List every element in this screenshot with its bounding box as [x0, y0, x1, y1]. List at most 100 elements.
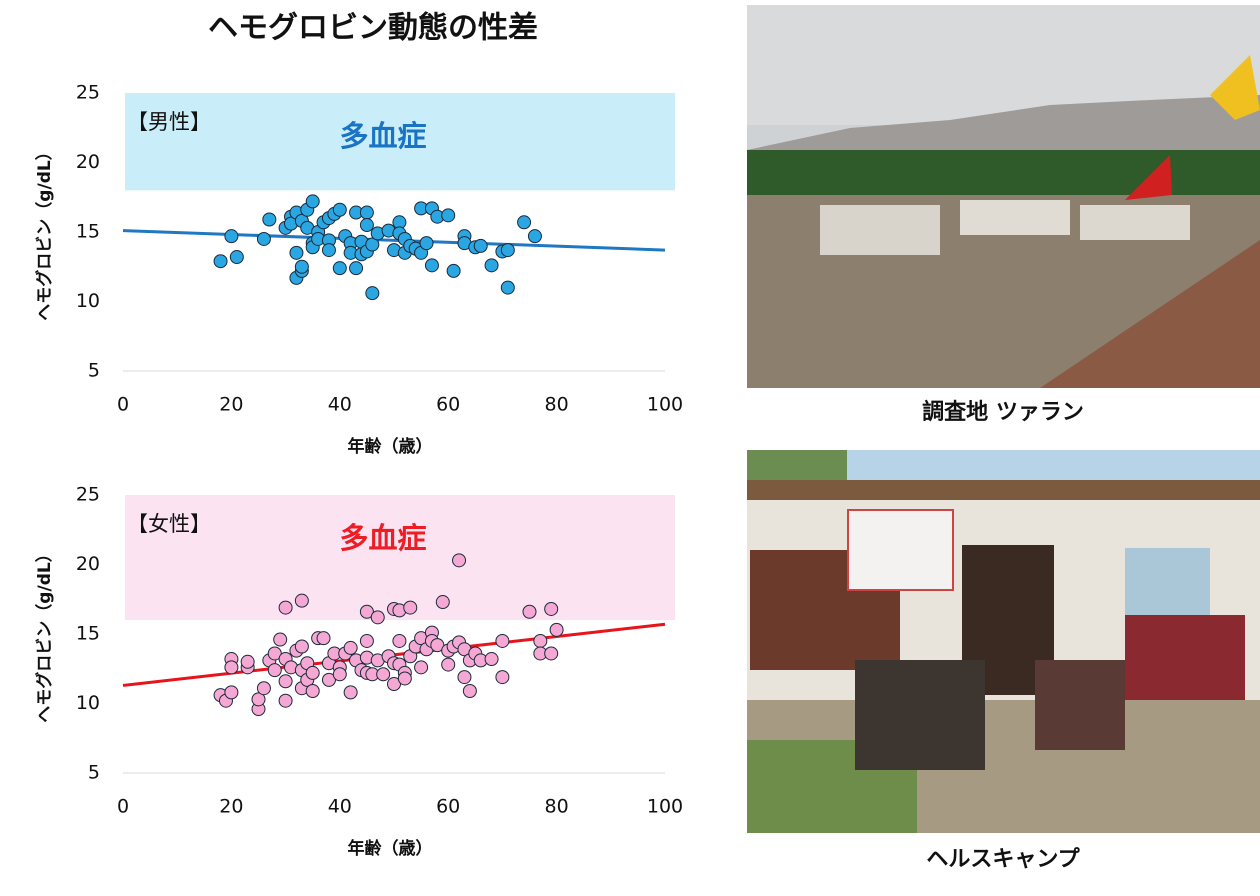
panel-label: 【男性】 — [127, 110, 211, 134]
x-tick-label: 40 — [328, 394, 352, 416]
data-point — [224, 660, 239, 675]
data-point — [462, 683, 477, 698]
y-tick-label: 20 — [76, 553, 100, 575]
data-point — [435, 595, 450, 610]
data-point — [294, 639, 309, 654]
y-axis-label: ヘモグロビン（g/dL） — [34, 143, 55, 320]
data-point — [256, 231, 271, 246]
x-axis-label: 年齢（歳） — [348, 436, 433, 457]
data-point — [343, 685, 358, 700]
y-tick-label: 5 — [88, 360, 100, 382]
x-tick-label: 60 — [436, 796, 460, 818]
data-point — [441, 657, 456, 672]
data-point — [278, 693, 293, 708]
y-tick-label: 15 — [76, 221, 100, 243]
y-tick-label: 25 — [76, 82, 100, 104]
data-point — [500, 243, 515, 258]
data-point — [305, 683, 320, 698]
data-point — [403, 600, 418, 615]
x-tick-label: 0 — [117, 796, 129, 818]
y-tick-label: 15 — [76, 623, 100, 645]
data-point — [424, 258, 439, 273]
data-point — [457, 670, 472, 685]
data-point — [256, 681, 271, 696]
x-tick-label: 20 — [219, 394, 243, 416]
x-tick-label: 100 — [647, 394, 683, 416]
data-point — [278, 600, 293, 615]
data-point — [517, 215, 532, 230]
data-point — [522, 604, 537, 619]
x-tick-label: 20 — [219, 796, 243, 818]
data-point — [549, 622, 564, 637]
photo-health-camp — [747, 450, 1260, 833]
data-point — [544, 646, 559, 661]
y-tick-label: 25 — [76, 484, 100, 506]
data-point — [392, 633, 407, 648]
data-point — [527, 229, 542, 244]
data-point — [414, 660, 429, 675]
data-point — [251, 692, 266, 707]
data-point — [397, 671, 412, 686]
data-point — [294, 593, 309, 608]
data-point — [376, 667, 391, 682]
photo-caption: 調査地 ツァラン — [922, 399, 1084, 425]
data-point — [359, 633, 374, 648]
data-point — [441, 208, 456, 223]
data-point — [332, 667, 347, 682]
band-label: 多血症 — [339, 119, 426, 153]
y-tick-label: 20 — [76, 151, 100, 173]
data-point — [305, 665, 320, 680]
data-point — [349, 261, 364, 276]
data-point — [452, 553, 467, 568]
data-point — [240, 654, 255, 669]
data-point — [419, 236, 434, 251]
data-point — [495, 670, 510, 685]
data-point — [321, 243, 336, 258]
data-point — [359, 205, 374, 220]
data-point — [484, 258, 499, 273]
data-point — [224, 229, 239, 244]
data-point — [267, 646, 282, 661]
y-tick-label: 10 — [76, 290, 100, 312]
panel-label: 【女性】 — [127, 512, 211, 536]
data-point — [446, 263, 461, 278]
data-point — [533, 633, 548, 648]
shaded-band — [125, 93, 675, 191]
data-point — [544, 601, 559, 616]
data-point — [365, 286, 380, 301]
data-point — [332, 261, 347, 276]
data-point — [224, 685, 239, 700]
x-tick-label: 100 — [647, 796, 683, 818]
data-point — [278, 674, 293, 689]
y-tick-label: 5 — [88, 762, 100, 784]
data-point — [500, 280, 515, 295]
data-point — [316, 631, 331, 646]
x-tick-label: 40 — [328, 796, 352, 818]
data-point — [365, 237, 380, 252]
x-tick-label: 60 — [436, 394, 460, 416]
data-point — [332, 202, 347, 217]
data-point — [430, 638, 445, 653]
y-axis-label: ヘモグロビン（g/dL） — [34, 545, 55, 722]
data-point — [289, 245, 304, 260]
data-point — [273, 632, 288, 647]
data-point — [484, 652, 499, 667]
data-point — [262, 212, 277, 227]
shaded-band — [125, 495, 675, 621]
data-point — [387, 677, 401, 692]
x-tick-label: 0 — [117, 394, 129, 416]
photo-caption: ヘルスキャンプ — [926, 847, 1080, 872]
data-point — [267, 663, 282, 678]
data-point — [321, 672, 336, 687]
data-point — [305, 194, 320, 209]
data-point — [370, 610, 385, 625]
trend-line — [122, 229, 666, 252]
band-label: 多血症 — [339, 521, 426, 555]
data-point — [473, 238, 488, 253]
x-tick-label: 80 — [545, 796, 569, 818]
data-point — [229, 250, 244, 265]
slide-title: ヘモグロビン動態の性差 — [208, 11, 538, 46]
data-point — [213, 254, 228, 269]
x-axis-label: 年齢（歳） — [348, 838, 433, 859]
